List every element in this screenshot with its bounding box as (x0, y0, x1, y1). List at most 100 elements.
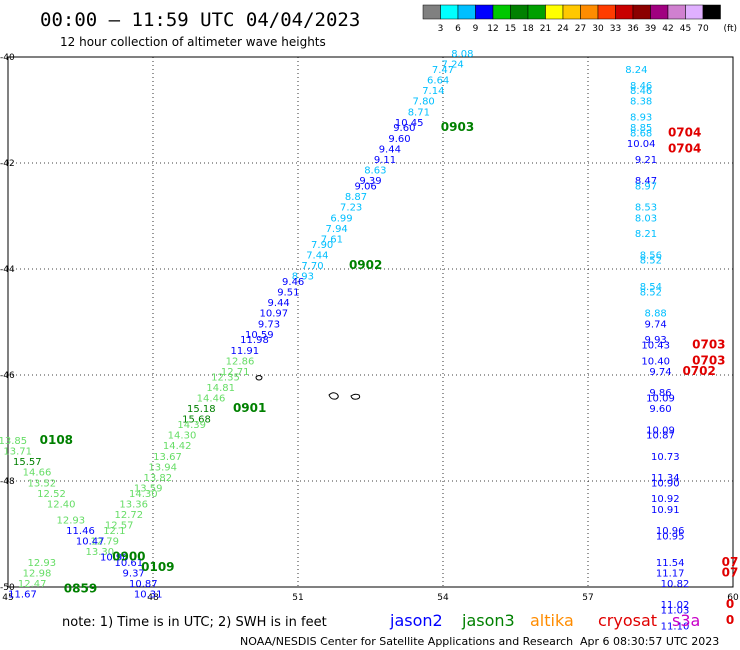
wave-height-label: 8.93 (630, 113, 652, 124)
wave-height-label: 8.68 (630, 129, 652, 140)
wave-height-label: 7.61 (321, 235, 343, 246)
wave-height-label: 7.70 (301, 261, 323, 272)
legend-swatch (527, 4, 546, 20)
wave-height-label: 13.67 (153, 452, 182, 463)
wave-height-label: 10.40 (641, 356, 670, 367)
legend-swatch (702, 4, 721, 20)
wave-height-label: 11.03 (661, 606, 690, 617)
y-tick-label: -40 (0, 53, 15, 63)
wave-height-label: 9.60 (393, 123, 415, 134)
legend-unit: (ft) (724, 24, 738, 34)
wave-height-label: 9.74 (649, 367, 671, 378)
legend-tick-label: 24 (557, 24, 569, 34)
wave-height-label: 10.97 (260, 309, 289, 320)
wave-height-label: 13.36 (119, 500, 148, 511)
pass-time-label: 0859 (64, 581, 97, 595)
legend-tick-label: 42 (662, 24, 673, 34)
legend-tick-label: 33 (610, 24, 621, 34)
wave-height-label: 8.46 (630, 86, 652, 97)
wave-height-label: 8.47 (635, 176, 657, 187)
wave-height-label: 13.59 (134, 484, 163, 495)
wave-height-label: 11.91 (231, 346, 260, 357)
wave-height-label: 8.93 (292, 272, 314, 283)
wave-height-label: 7.24 (442, 60, 464, 71)
wave-height-label: 8.53 (635, 203, 657, 214)
x-tick-label: 57 (582, 593, 593, 603)
wave-height-label: 9.46 (282, 277, 304, 288)
wave-height-label: 15.18 (187, 404, 216, 415)
wave-height-label: 12.72 (115, 510, 144, 521)
pass-time-label: 0 (726, 597, 734, 611)
wave-height-label: 10.91 (651, 505, 680, 516)
wave-height-label: 11.02 (661, 600, 690, 611)
wave-height-label: 8.08 (451, 49, 473, 60)
legend-swatch (650, 4, 669, 20)
footer-timestamp: Apr 6 08:30:57 UTC 2023 (580, 635, 719, 648)
y-tick-label: -44 (0, 265, 15, 275)
wave-height-label: 10.90 (100, 553, 129, 564)
wave-height-label: 12.79 (90, 537, 119, 548)
wave-height-label: 12.40 (47, 500, 76, 511)
wave-height-label: 8.46 (630, 81, 652, 92)
wave-height-label: 15.68 (182, 415, 211, 426)
wave-height-label: 13.85 (0, 436, 27, 447)
wave-height-label: 14.30 (168, 431, 197, 442)
wave-height-label: 9.44 (379, 144, 401, 155)
wave-height-label: 10.82 (661, 579, 690, 590)
legend-tick-label: 27 (575, 24, 586, 34)
legend-tick-label: 70 (697, 24, 709, 34)
wave-height-label: 8.38 (630, 97, 652, 108)
pass-time-label: 0703 (692, 338, 725, 352)
legend-tick-label: 18 (522, 24, 534, 34)
pass-time-label: 0902 (349, 258, 382, 272)
legend-swatch (440, 4, 459, 20)
wave-height-label: 8.54 (640, 282, 662, 293)
wave-height-label: 8.03 (635, 213, 657, 224)
pass-time-label: 07 (722, 555, 739, 569)
wave-height-label: 8.21 (635, 229, 657, 240)
legend-swatch (667, 4, 686, 20)
footer-note: note: 1) Time is in UTC; 2) SWH is in fe… (62, 615, 327, 630)
wave-height-points: 8.087.247.476.647.147.808.7110.459.609.6… (0, 49, 689, 632)
wave-height-label: 12.1 (103, 526, 125, 537)
wave-height-label: 7.14 (422, 86, 444, 97)
wave-height-label: 15.57 (13, 457, 42, 468)
satellite-name: altika (530, 611, 574, 630)
legend-swatch (685, 4, 704, 20)
pass-time-label: 0901 (233, 401, 266, 415)
legend-swatch (615, 4, 634, 20)
wave-height-label: 13.71 (3, 447, 32, 458)
wave-height-label: 10.95 (656, 531, 685, 542)
wave-height-label: 8.52 (640, 256, 662, 267)
wave-height-label: 10.87 (129, 579, 158, 590)
wave-height-label: 8.63 (364, 166, 386, 177)
satellite-name: cryosat (598, 611, 657, 630)
wave-height-label: 14.81 (206, 383, 235, 394)
wave-height-label: 11.34 (651, 473, 680, 484)
wave-height-label: 11.10 (661, 621, 690, 632)
legend-tick-label: 6 (455, 24, 461, 34)
x-tick-label: 48 (147, 593, 159, 603)
wave-height-label: 7.80 (413, 97, 435, 108)
pass-time-label: 0704 (668, 141, 701, 155)
wave-height-label: 14.42 (163, 441, 192, 452)
wave-height-label: 9.37 (123, 568, 145, 579)
island-outlines (255, 375, 361, 400)
satellite-name: jason3 (461, 611, 515, 630)
axis-labels: 45 48 51 54 57 60 -40 -42 -44 -46 -48 -50 (0, 53, 739, 603)
wave-height-label: 14.66 (23, 468, 52, 479)
color-legend: 3 6 9 12 15 18 21 24 27 30 33 36 39 42 45 70 (ft) (422, 4, 738, 34)
satellite-name: jason2 (389, 611, 443, 630)
y-tick-label: -48 (0, 477, 15, 487)
wave-height-label: 10.09 (646, 425, 675, 436)
wave-height-label: 11.98 (240, 335, 269, 346)
wave-height-label: 9.60 (388, 134, 410, 145)
plot-frame (7, 56, 734, 588)
wave-height-label: 8.87 (345, 192, 367, 203)
wave-height-label: 12.57 (105, 521, 134, 532)
legend-swatch (475, 4, 494, 20)
wave-height-label: 9.86 (649, 388, 671, 399)
satellite-name: s3a (672, 611, 700, 630)
wave-height-label: 9.74 (645, 319, 667, 330)
